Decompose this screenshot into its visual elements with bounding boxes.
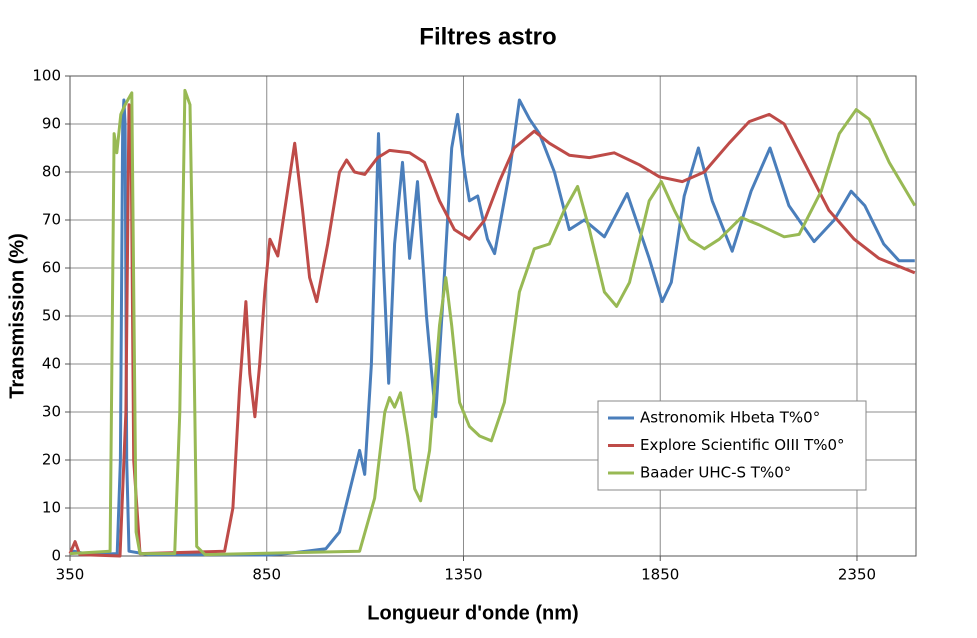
legend-label: Astronomik Hbeta T%0° bbox=[640, 409, 820, 427]
y-tick-label: 40 bbox=[42, 355, 61, 373]
legend-box bbox=[597, 400, 867, 491]
series-line bbox=[69, 88, 917, 557]
y-tick-label: 20 bbox=[42, 451, 61, 469]
x-axis-title: Longueur d'onde (nm) bbox=[367, 602, 578, 624]
y-tick-label: 50 bbox=[42, 307, 61, 325]
y-tick-label: 0 bbox=[51, 547, 61, 565]
x-tick-label: 1850 bbox=[641, 566, 679, 584]
x-tick-label: 1350 bbox=[444, 566, 482, 584]
chart-title: Filtres astro bbox=[419, 23, 556, 50]
y-tick-label: 30 bbox=[42, 403, 61, 421]
y-tick-label: 80 bbox=[42, 163, 61, 181]
y-tick-label: 10 bbox=[42, 499, 61, 517]
legend-label: Explore Scientific OIII T%0° bbox=[640, 436, 845, 454]
x-tick-label: 850 bbox=[252, 566, 281, 584]
y-axis-title: Transmission (%) bbox=[6, 233, 28, 399]
y-tick-label: 100 bbox=[32, 67, 61, 85]
series-line bbox=[68, 103, 916, 558]
x-tick-label: 2350 bbox=[838, 566, 876, 584]
legend: Astronomik Hbeta T%0° Explore Scientific … bbox=[597, 400, 867, 491]
y-tick-label: 70 bbox=[42, 211, 61, 229]
y-tick-label: 60 bbox=[42, 259, 61, 277]
y-tick-label: 90 bbox=[42, 115, 61, 133]
x-tick-label: 350 bbox=[56, 566, 85, 584]
plot-border bbox=[69, 75, 917, 557]
legend-label: Baader UHC-S T%0° bbox=[640, 464, 791, 482]
